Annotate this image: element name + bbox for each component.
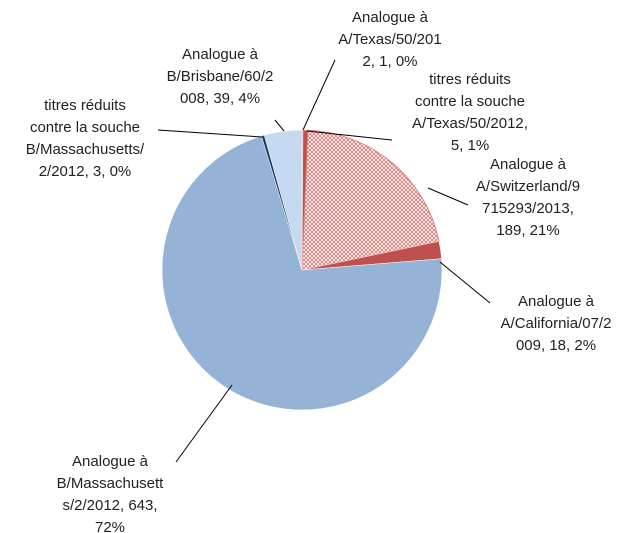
data-label: Analogue à B/Massachusett s/2/2012, 643, 72… [57, 453, 165, 533]
leader-line [427, 187, 469, 206]
data-label: titres réduits contre la souche B/Massachu… [26, 97, 145, 180]
pie-slice [301, 129, 440, 271]
leader-line [302, 59, 336, 131]
data-label: Analogue à A/California/07/2 009, 18, 2% [501, 293, 612, 354]
data-label: Analogue à A/Switzerland/9 715293/2013, 189… [476, 156, 580, 239]
leader-line [175, 384, 233, 463]
leader-line [306, 130, 393, 141]
pie-slice [263, 129, 303, 271]
leader-line [157, 129, 263, 138]
data-label: Analogue à B/Brisbane/60/2 008, 39, 4% [167, 46, 274, 107]
data-label: titres réduits contre la souche A/Texas/50… [412, 71, 528, 154]
data-label: Analogue à A/Texas/50/201 2, 1, 0% [338, 9, 441, 70]
leader-line [439, 261, 491, 304]
pie-slice [161, 135, 443, 411]
leader-line [274, 119, 285, 132]
